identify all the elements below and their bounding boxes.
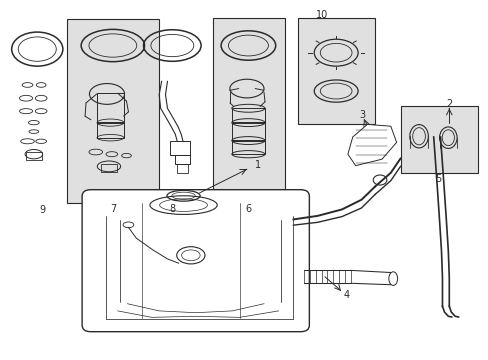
Bar bbox=[231, 140, 264, 154]
Bar bbox=[170, 141, 189, 155]
Bar bbox=[101, 164, 117, 172]
Bar bbox=[298, 18, 374, 125]
Bar bbox=[400, 107, 477, 173]
Text: 1: 1 bbox=[255, 160, 261, 170]
Bar bbox=[212, 18, 285, 203]
Bar bbox=[231, 122, 264, 140]
Bar bbox=[26, 152, 41, 160]
Bar bbox=[231, 108, 264, 123]
Text: 2: 2 bbox=[445, 99, 451, 109]
Polygon shape bbox=[347, 125, 396, 166]
Text: 10: 10 bbox=[316, 10, 328, 20]
Text: 4: 4 bbox=[343, 291, 349, 301]
Bar bbox=[97, 93, 124, 123]
Bar bbox=[175, 154, 189, 164]
Bar bbox=[97, 122, 124, 138]
FancyBboxPatch shape bbox=[82, 190, 309, 332]
Bar bbox=[177, 163, 187, 173]
Bar bbox=[66, 19, 159, 203]
Text: 5: 5 bbox=[434, 174, 441, 184]
Text: 9: 9 bbox=[39, 206, 45, 216]
Text: 8: 8 bbox=[169, 204, 175, 215]
Text: 3: 3 bbox=[359, 110, 365, 120]
Text: 7: 7 bbox=[109, 204, 116, 215]
Text: 6: 6 bbox=[245, 204, 251, 215]
